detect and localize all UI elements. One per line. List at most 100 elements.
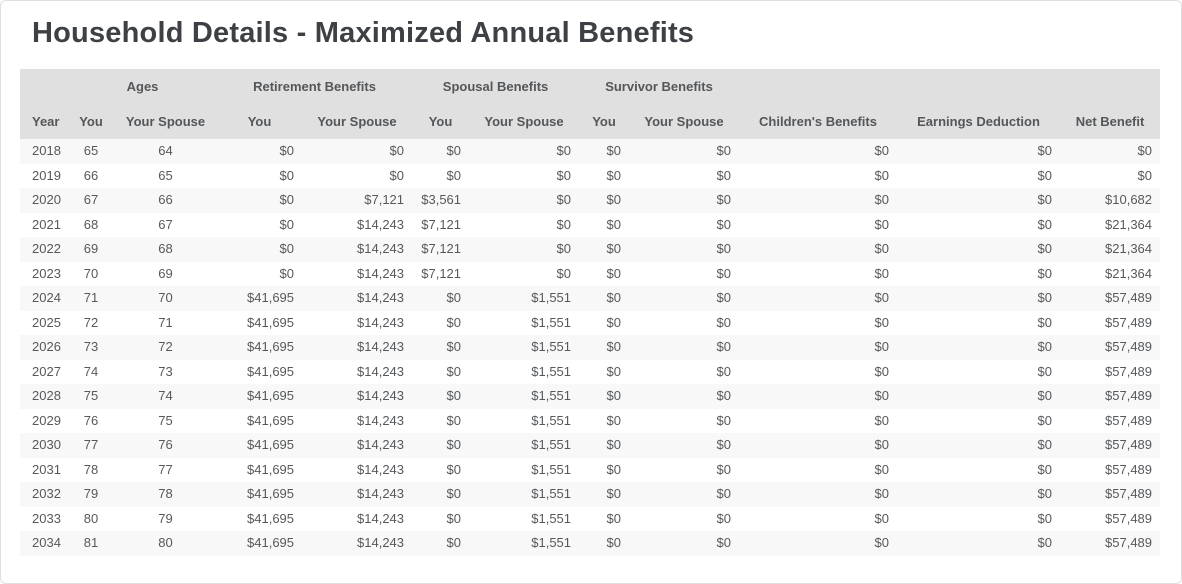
column-header-row: Year You Your Spouse You Your Spouse You Your …	[20, 104, 1161, 139]
table-row: 2025 72 71 $41,695 $14,243 $0 $1,551 $0 $0 $0 $0 $5…	[20, 310, 1161, 335]
cell: 75	[158, 412, 173, 428]
cell: $0	[606, 363, 622, 379]
cell: $14,243	[357, 314, 405, 330]
cell: $0	[606, 461, 622, 477]
column-header-net-benefit: Net Benefit	[1060, 104, 1161, 139]
cell: $41,695	[247, 510, 295, 526]
group-header-retirement-benefits: Retirement Benefits	[217, 69, 413, 104]
cell: $10,682	[1105, 192, 1153, 207]
cell: $0	[874, 510, 890, 526]
cell: $0	[446, 363, 462, 379]
cell: 74	[158, 388, 173, 403]
cell: $0	[279, 192, 295, 207]
cell: $14,243	[357, 241, 405, 256]
cell: $14,243	[357, 388, 405, 403]
cell: $14,243	[357, 535, 405, 550]
cell: $0	[874, 461, 890, 477]
table-row: 2023 70 69 $0 $14,243 $7,121 $0 $0 $0 $0 $0 $21,364	[20, 261, 1161, 286]
cell: $0	[606, 192, 622, 207]
cell: 73	[158, 363, 173, 379]
cell: $0	[716, 363, 732, 379]
cell: $57,489	[1105, 314, 1153, 330]
cell: $0	[1037, 535, 1053, 550]
cell: $0	[1037, 437, 1053, 452]
cell: 68	[158, 241, 173, 256]
cell: 66	[158, 192, 173, 207]
cell: 71	[158, 314, 173, 330]
cell: $0	[1037, 486, 1053, 501]
cell: $0	[1037, 241, 1053, 256]
cell: 77	[83, 437, 99, 452]
cell: $0	[874, 363, 890, 379]
column-header-your-spouse: Your Spouse	[302, 104, 413, 139]
cell: 71	[83, 290, 99, 305]
cell-year: 2024	[32, 290, 61, 305]
cell: $0	[279, 167, 295, 183]
table-row: 2033 80 79 $41,695 $14,243 $0 $1,551 $0 $0 $0 $0 $5…	[20, 506, 1161, 531]
cell: $0	[716, 265, 732, 281]
group-header-spacer	[739, 69, 898, 104]
cell: $0	[716, 461, 732, 477]
cell-year: 2023	[32, 265, 61, 281]
cell: $0	[1037, 192, 1053, 207]
cell-year: 2027	[32, 363, 61, 379]
cell: $1,551	[531, 461, 572, 477]
cell: $14,243	[357, 486, 405, 501]
column-header-earnings-deduction: Earnings Deduction	[897, 104, 1061, 139]
cell: $0	[279, 143, 295, 158]
cell: $0	[606, 388, 622, 403]
column-header-you: You	[412, 104, 470, 139]
cell: $1,551	[531, 437, 572, 452]
cell: $0	[1037, 265, 1053, 281]
cell: $57,489	[1105, 339, 1153, 354]
cell: $0	[606, 241, 622, 256]
cell: $14,243	[357, 461, 405, 477]
cell: 65	[158, 167, 173, 183]
cell: $41,695	[247, 412, 295, 428]
cell-year: 2033	[32, 510, 61, 526]
cell: 69	[158, 265, 173, 281]
cell: $57,489	[1105, 437, 1153, 452]
cell: $57,489	[1105, 486, 1153, 501]
cell: $0	[606, 535, 622, 550]
cell: $41,695	[247, 290, 295, 305]
cell: $0	[716, 167, 732, 183]
cell: $0	[1037, 143, 1053, 158]
cell: $0	[389, 167, 405, 183]
cell: $7,121	[421, 241, 462, 256]
cell: $0	[716, 437, 732, 452]
cell: $41,695	[247, 437, 295, 452]
cell: $3,561	[421, 192, 462, 207]
group-header-spacer	[20, 69, 68, 104]
cell-year: 2032	[32, 486, 61, 501]
cell: $0	[446, 339, 462, 354]
table-row: 2022 69 68 $0 $14,243 $7,121 $0 $0 $0 $0 $0 $21,364	[20, 237, 1161, 262]
cell: $0	[606, 314, 622, 330]
cell: 79	[158, 510, 173, 526]
column-header-you: You	[68, 104, 114, 139]
cell: $0	[556, 241, 572, 256]
cell: $0	[446, 412, 462, 428]
column-header-you: You	[579, 104, 630, 139]
column-header-you: You	[217, 104, 303, 139]
cell: $7,121	[364, 192, 405, 207]
cell: $1,551	[531, 314, 572, 330]
cell: $57,489	[1105, 461, 1153, 477]
cell: $0	[606, 339, 622, 354]
cell: $0	[1037, 290, 1053, 305]
cell: $0	[446, 314, 462, 330]
cell: 76	[158, 437, 173, 452]
cell: $41,695	[247, 363, 295, 379]
table-row: 2020 67 66 $0 $7,121 $3,561 $0 $0 $0 $0 $0 $10,682	[20, 188, 1161, 213]
cell: $0	[874, 143, 890, 158]
cell: $14,243	[357, 412, 405, 428]
cell: $0	[1137, 167, 1153, 183]
cell: $0	[446, 167, 462, 183]
cell: $0	[1037, 388, 1053, 403]
cell: $0	[446, 290, 462, 305]
cell: $0	[874, 167, 890, 183]
cell: $0	[1037, 363, 1053, 379]
cell-year: 2030	[32, 437, 61, 452]
cell: $41,695	[247, 535, 295, 550]
cell-year: 2031	[32, 461, 61, 477]
